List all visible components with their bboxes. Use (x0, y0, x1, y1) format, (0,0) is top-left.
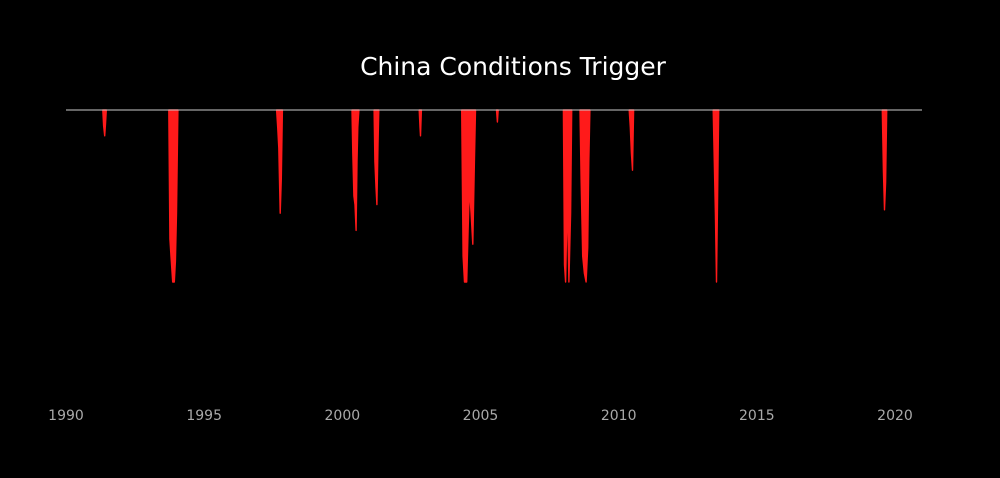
trigger-episode-13 (881, 109, 888, 211)
trigger-episode-1 (102, 109, 107, 137)
trigger-episode-3 (275, 109, 284, 214)
x-axis-ticks: 1990 1995 2000 2005 2010 2015 2020 (48, 408, 913, 424)
trigger-episode-4 (351, 109, 360, 232)
x-tick-label: 1990 (48, 408, 84, 424)
x-tick-label: 2020 (877, 408, 913, 424)
trigger-episode-6 (418, 109, 423, 137)
trigger-episode-10 (579, 109, 591, 283)
trigger-episode-9 (562, 109, 573, 283)
trigger-episode-12 (712, 109, 720, 283)
trigger-episode-5 (373, 109, 380, 206)
x-tick-label: 1995 (186, 408, 222, 424)
trigger-episode-11 (628, 109, 635, 171)
x-tick-label: 2005 (463, 408, 499, 424)
trigger-episode-2 (168, 109, 179, 283)
series-area-group (102, 109, 888, 283)
chart-title: China Conditions Trigger (360, 52, 667, 81)
trigger-episode-7 (461, 109, 477, 283)
x-tick-label: 2015 (739, 408, 775, 424)
x-tick-label: 2000 (325, 408, 361, 424)
trigger-episode-8 (495, 109, 499, 123)
x-tick-label: 2010 (601, 408, 637, 424)
